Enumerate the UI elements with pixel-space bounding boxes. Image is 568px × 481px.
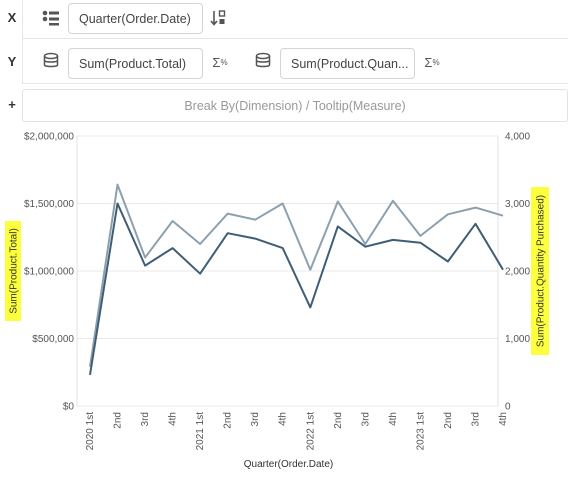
plus-icon[interactable]: + xyxy=(8,97,16,112)
dimension-list-icon[interactable] xyxy=(40,8,62,28)
x-tick-label: 3rd xyxy=(470,412,481,426)
right-tick-label: 3,000 xyxy=(505,199,530,210)
measure-database-icon[interactable] xyxy=(40,51,62,71)
x-tick-label: 3rd xyxy=(140,412,151,426)
x-axis-title: Quarter(Order.Date) xyxy=(244,459,333,470)
left-tick-label: $0 xyxy=(63,402,75,413)
x-tick-label: 2nd xyxy=(113,412,124,429)
breakby-shelf: + Break By(Dimension) / Tooltip(Measure) xyxy=(0,84,568,126)
left-tick-label: $2,000,000 xyxy=(24,132,74,143)
x-tick-label: 2020 1st xyxy=(85,412,96,451)
x-tick-label: 3rd xyxy=(360,412,371,426)
left-axis-ticks: $0 $500,000 $1,000,000 $1,500,000 $2,000,000 xyxy=(24,132,74,413)
left-axis-title: Sum(Product.Total) xyxy=(9,228,20,314)
right-axis-ticks: 0 1,000 2,000 3,000 4,000 xyxy=(505,132,530,413)
left-tick-label: $500,000 xyxy=(32,334,74,345)
right-tick-label: 1,000 xyxy=(505,334,530,345)
left-axis-title-highlight xyxy=(5,221,21,321)
sigma-percent-icon[interactable]: Σ% xyxy=(212,54,228,70)
x-shelf: X Quarter(Order.Date) xyxy=(0,0,568,39)
right-tick-label: 0 xyxy=(505,402,511,413)
right-axis-title-group: Sum(Product.Quantity Purchased) xyxy=(531,187,549,355)
right-axis-title-highlight xyxy=(531,187,549,355)
x-tick-label: 2022 1st xyxy=(305,412,316,451)
y-field-pill-quantity[interactable]: Sum(Product.Quan... xyxy=(280,48,415,79)
y-shelf-dropzone[interactable] xyxy=(22,39,568,84)
x-tick-label: 2023 1st xyxy=(415,412,426,451)
x-tick-label: 4th xyxy=(168,412,179,426)
y-shelf: Y Sum(Product.Total) Σ% Sum(Product.Quan… xyxy=(0,39,568,84)
breakby-dropzone[interactable]: Break By(Dimension) / Tooltip(Measure) xyxy=(22,89,568,122)
x-tick-label: 2nd xyxy=(443,412,454,429)
series-line-total[interactable] xyxy=(89,202,504,376)
x-shelf-dropzone[interactable] xyxy=(22,0,568,39)
right-axis-title: Sum(Product.Quantity Purchased) xyxy=(536,195,547,347)
left-tick-label: $1,000,000 xyxy=(24,267,74,278)
measure-database-icon[interactable] xyxy=(252,51,274,71)
series-line-quantity[interactable] xyxy=(89,183,504,367)
y-field-pill-total[interactable]: Sum(Product.Total) xyxy=(68,48,203,79)
line-chart: $0 $500,000 $1,000,000 $1,500,000 $2,000,000… xyxy=(5,132,549,470)
right-tick-label: 4,000 xyxy=(505,132,530,143)
x-tick-label: 2nd xyxy=(223,412,234,429)
x-tick-label: 4th xyxy=(388,412,399,426)
y-axis-label: Y xyxy=(7,54,17,69)
x-tick-label: 3rd xyxy=(250,412,261,426)
x-axis-label: X xyxy=(7,10,17,25)
x-tick-label: 4th xyxy=(278,412,289,426)
series-lines xyxy=(89,183,504,376)
sort-icon[interactable] xyxy=(208,8,230,28)
x-field-pill[interactable]: Quarter(Order.Date) xyxy=(68,3,203,34)
grid-lines xyxy=(76,135,499,407)
left-tick-label: $1,500,000 xyxy=(24,199,74,210)
x-axis-ticks: 2020 1st 2nd 3rd 4th 2021 1st 2nd 3rd 4th 2022 1… xyxy=(85,412,509,451)
right-tick-label: 2,000 xyxy=(505,267,530,278)
sigma-percent-icon[interactable]: Σ% xyxy=(424,54,440,70)
x-tick-label: 2021 1st xyxy=(195,412,206,451)
left-axis-title-group: Sum(Product.Total) xyxy=(5,221,21,321)
x-tick-label: 2nd xyxy=(333,412,344,429)
x-tick-label: 4th xyxy=(498,412,509,426)
